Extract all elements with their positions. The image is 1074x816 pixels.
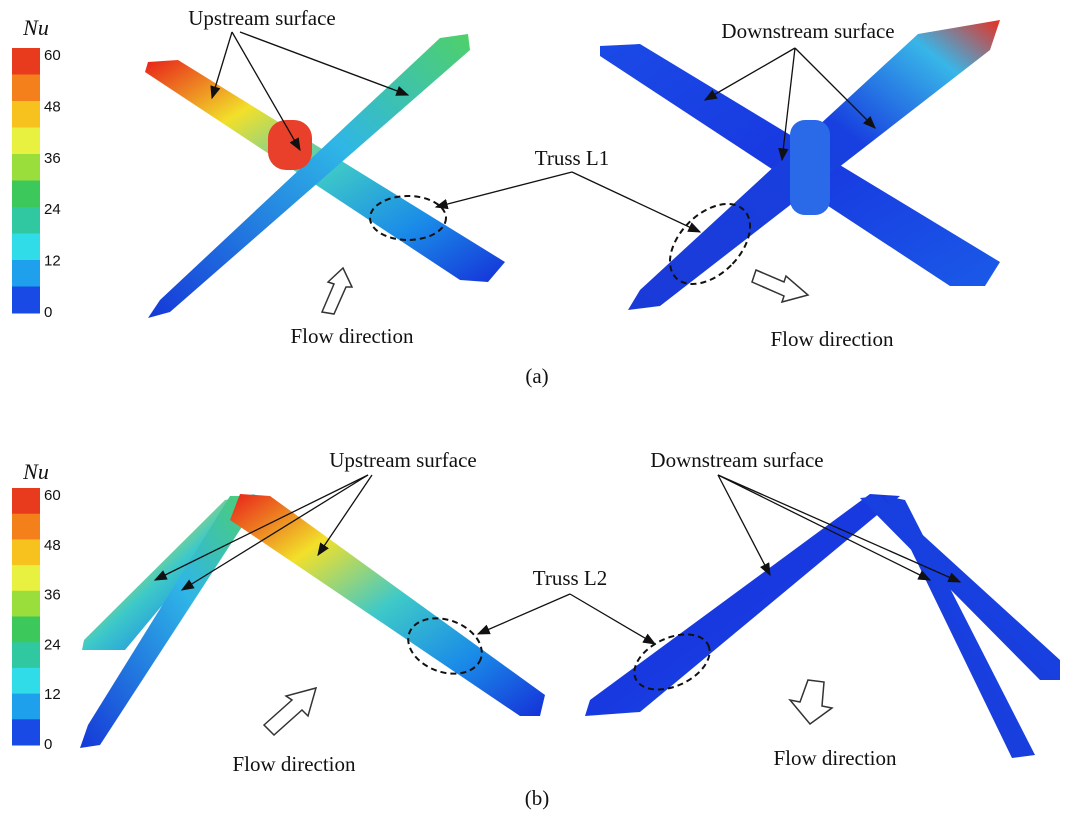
colorbar-tick-label: 12 [44, 686, 61, 703]
annotation: Upstream surface [329, 448, 477, 472]
colorbar-band [12, 488, 40, 514]
colorbar: Nu 60 48 36 24 12 0 [12, 15, 61, 321]
colorbar-band [12, 181, 40, 208]
model-a-upstream [145, 34, 505, 318]
colorbar-band [12, 719, 40, 745]
colorbar-band [12, 287, 40, 314]
colorbar-tick-label: 48 [44, 537, 61, 554]
annotation: Flow direction [290, 324, 414, 348]
colorbar-band [12, 514, 40, 540]
colorbar-band [12, 591, 40, 617]
colorbar-tick-label: 24 [44, 201, 61, 218]
annotation: Downstream surface [650, 448, 823, 472]
annotation: Truss L1 [535, 146, 610, 170]
model-b-downstream [585, 494, 1060, 758]
colorbar-tick-label: 24 [44, 636, 61, 653]
colorbar-tick-label: 0 [44, 736, 52, 753]
flow-arrow [322, 268, 352, 314]
colorbar-title: Nu [22, 459, 49, 484]
colorbar-tick-label: 60 [44, 47, 61, 64]
annotation: Flow direction [770, 327, 894, 351]
annotation: Downstream surface [721, 19, 894, 43]
column [790, 120, 830, 215]
colorbar-band [12, 207, 40, 234]
figure: Nu 60 48 36 24 12 0 Nu 60 48 36 24 12 0 Upstream sur… [0, 0, 1074, 816]
colorbar-tick-label: 60 [44, 487, 61, 504]
colorbar-band [12, 128, 40, 155]
colorbar-title: Nu [22, 15, 49, 40]
flow-arrow [264, 688, 316, 735]
colorbar-band [12, 668, 40, 694]
colorbar-tick-label: 36 [44, 150, 61, 167]
colorbar-tick-label: 48 [44, 98, 61, 115]
colorbar-band [12, 642, 40, 668]
colorbar-tick-label: 12 [44, 253, 61, 270]
column [268, 120, 312, 170]
panel-label: (a) [525, 364, 548, 388]
colorbar-tick-label: 36 [44, 587, 61, 604]
colorbar-band [12, 694, 40, 720]
colorbar-band [12, 234, 40, 261]
annotation: Truss L2 [533, 566, 608, 590]
annotation: Flow direction [773, 746, 897, 770]
colorbar-band [12, 48, 40, 75]
colorbar-band [12, 75, 40, 102]
colorbar-band [12, 260, 40, 287]
annotation: Flow direction [232, 752, 356, 776]
colorbar-tick-label: 0 [44, 304, 52, 321]
model-a-downstream [600, 20, 1000, 310]
colorbar-band [12, 617, 40, 643]
flow-arrow [790, 680, 832, 724]
colorbar: Nu 60 48 36 24 12 0 [12, 459, 61, 753]
annotation: Upstream surface [188, 6, 336, 30]
model-b-upstream [80, 494, 545, 748]
colorbar-band [12, 101, 40, 128]
colorbar-band [12, 539, 40, 565]
flow-arrow [752, 270, 808, 302]
panel-label: (b) [525, 786, 550, 810]
colorbar-band [12, 565, 40, 591]
colorbar-band [12, 154, 40, 181]
